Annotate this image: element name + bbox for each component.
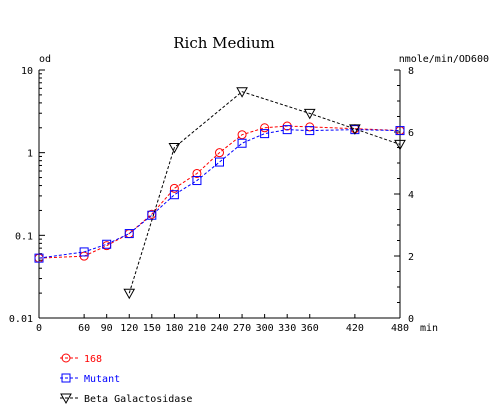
x-tick-label: 240: [210, 323, 228, 334]
point-triangle-down: [303, 108, 316, 120]
left-axis-label: od: [39, 54, 51, 65]
left-tick-label: 10: [21, 66, 33, 77]
point-square: [34, 253, 44, 263]
series-beta-galactosidase: [123, 87, 406, 300]
legend-label: Mutant: [84, 374, 120, 385]
series-layer: [34, 87, 406, 300]
point-square: [169, 190, 179, 200]
legend-item: 168: [60, 353, 102, 365]
x-tick-label: 300: [256, 323, 274, 334]
x-tick-label: 90: [101, 323, 113, 334]
right-tick-label: 8: [408, 66, 414, 77]
series-168: [34, 121, 405, 263]
right-tick-label: 6: [408, 128, 414, 139]
right-axis-label: nmole/min/OD600: [399, 54, 489, 65]
x-tick-label: 330: [278, 323, 296, 334]
point-square: [124, 229, 134, 239]
legend-label: 168: [84, 354, 102, 365]
x-tick-label: 420: [346, 323, 364, 334]
right-tick-label: 0: [408, 314, 414, 325]
x-axis-unit-label: min: [420, 323, 438, 334]
left-tick-label: 1: [27, 149, 33, 160]
series-line: [128, 91, 401, 294]
point-square: [282, 125, 292, 135]
point-triangle-down: [394, 139, 406, 151]
point-triangle-down: [236, 87, 248, 98]
point-square: [215, 157, 224, 167]
point-square: [237, 138, 247, 148]
x-tick-label: 0: [36, 323, 42, 334]
point-square: [61, 373, 71, 383]
point-square: [79, 247, 89, 257]
point-square: [395, 126, 405, 136]
point-triangle-down: [349, 124, 361, 135]
legend-item: Beta Galactosidase: [60, 393, 192, 405]
right-tick-label: 2: [408, 252, 414, 263]
x-tick-label: 360: [301, 323, 319, 334]
chart-title: Rich Medium: [173, 34, 274, 52]
point-square: [305, 126, 315, 136]
legend-item: Mutant: [60, 373, 120, 385]
left-tick-label: 0.1: [15, 231, 33, 242]
legend-label: Beta Galactosidase: [84, 394, 192, 405]
legend: 168 Mutant Beta Galactosidase: [60, 353, 192, 405]
point-triangle-down: [123, 288, 136, 300]
point-triangle-down: [168, 143, 181, 154]
axes: 0 60 90 120 150 180 210 240 270 300 330 360 420 4800.…: [9, 66, 414, 334]
x-tick-label: 120: [120, 323, 138, 334]
x-tick-label: 60: [78, 323, 90, 334]
point-circle: [260, 123, 270, 133]
point-square: [102, 239, 112, 249]
x-tick-label: 210: [188, 323, 206, 334]
x-tick-label: 480: [391, 323, 409, 334]
point-triangle-down: [60, 393, 72, 405]
point-circle: [192, 168, 202, 178]
point-circle: [237, 130, 247, 140]
point-square: [260, 129, 270, 139]
x-tick-label: 150: [143, 323, 161, 334]
point-circle: [169, 183, 179, 193]
point-circle: [61, 353, 71, 363]
series-line: [38, 125, 401, 259]
point-circle: [215, 148, 224, 158]
series-mutant: [34, 125, 405, 263]
left-tick-label: 0.01: [9, 314, 33, 325]
point-square: [192, 176, 202, 186]
x-tick-label: 180: [165, 323, 183, 334]
x-tick-label: 270: [233, 323, 251, 334]
right-tick-label: 4: [408, 190, 414, 201]
